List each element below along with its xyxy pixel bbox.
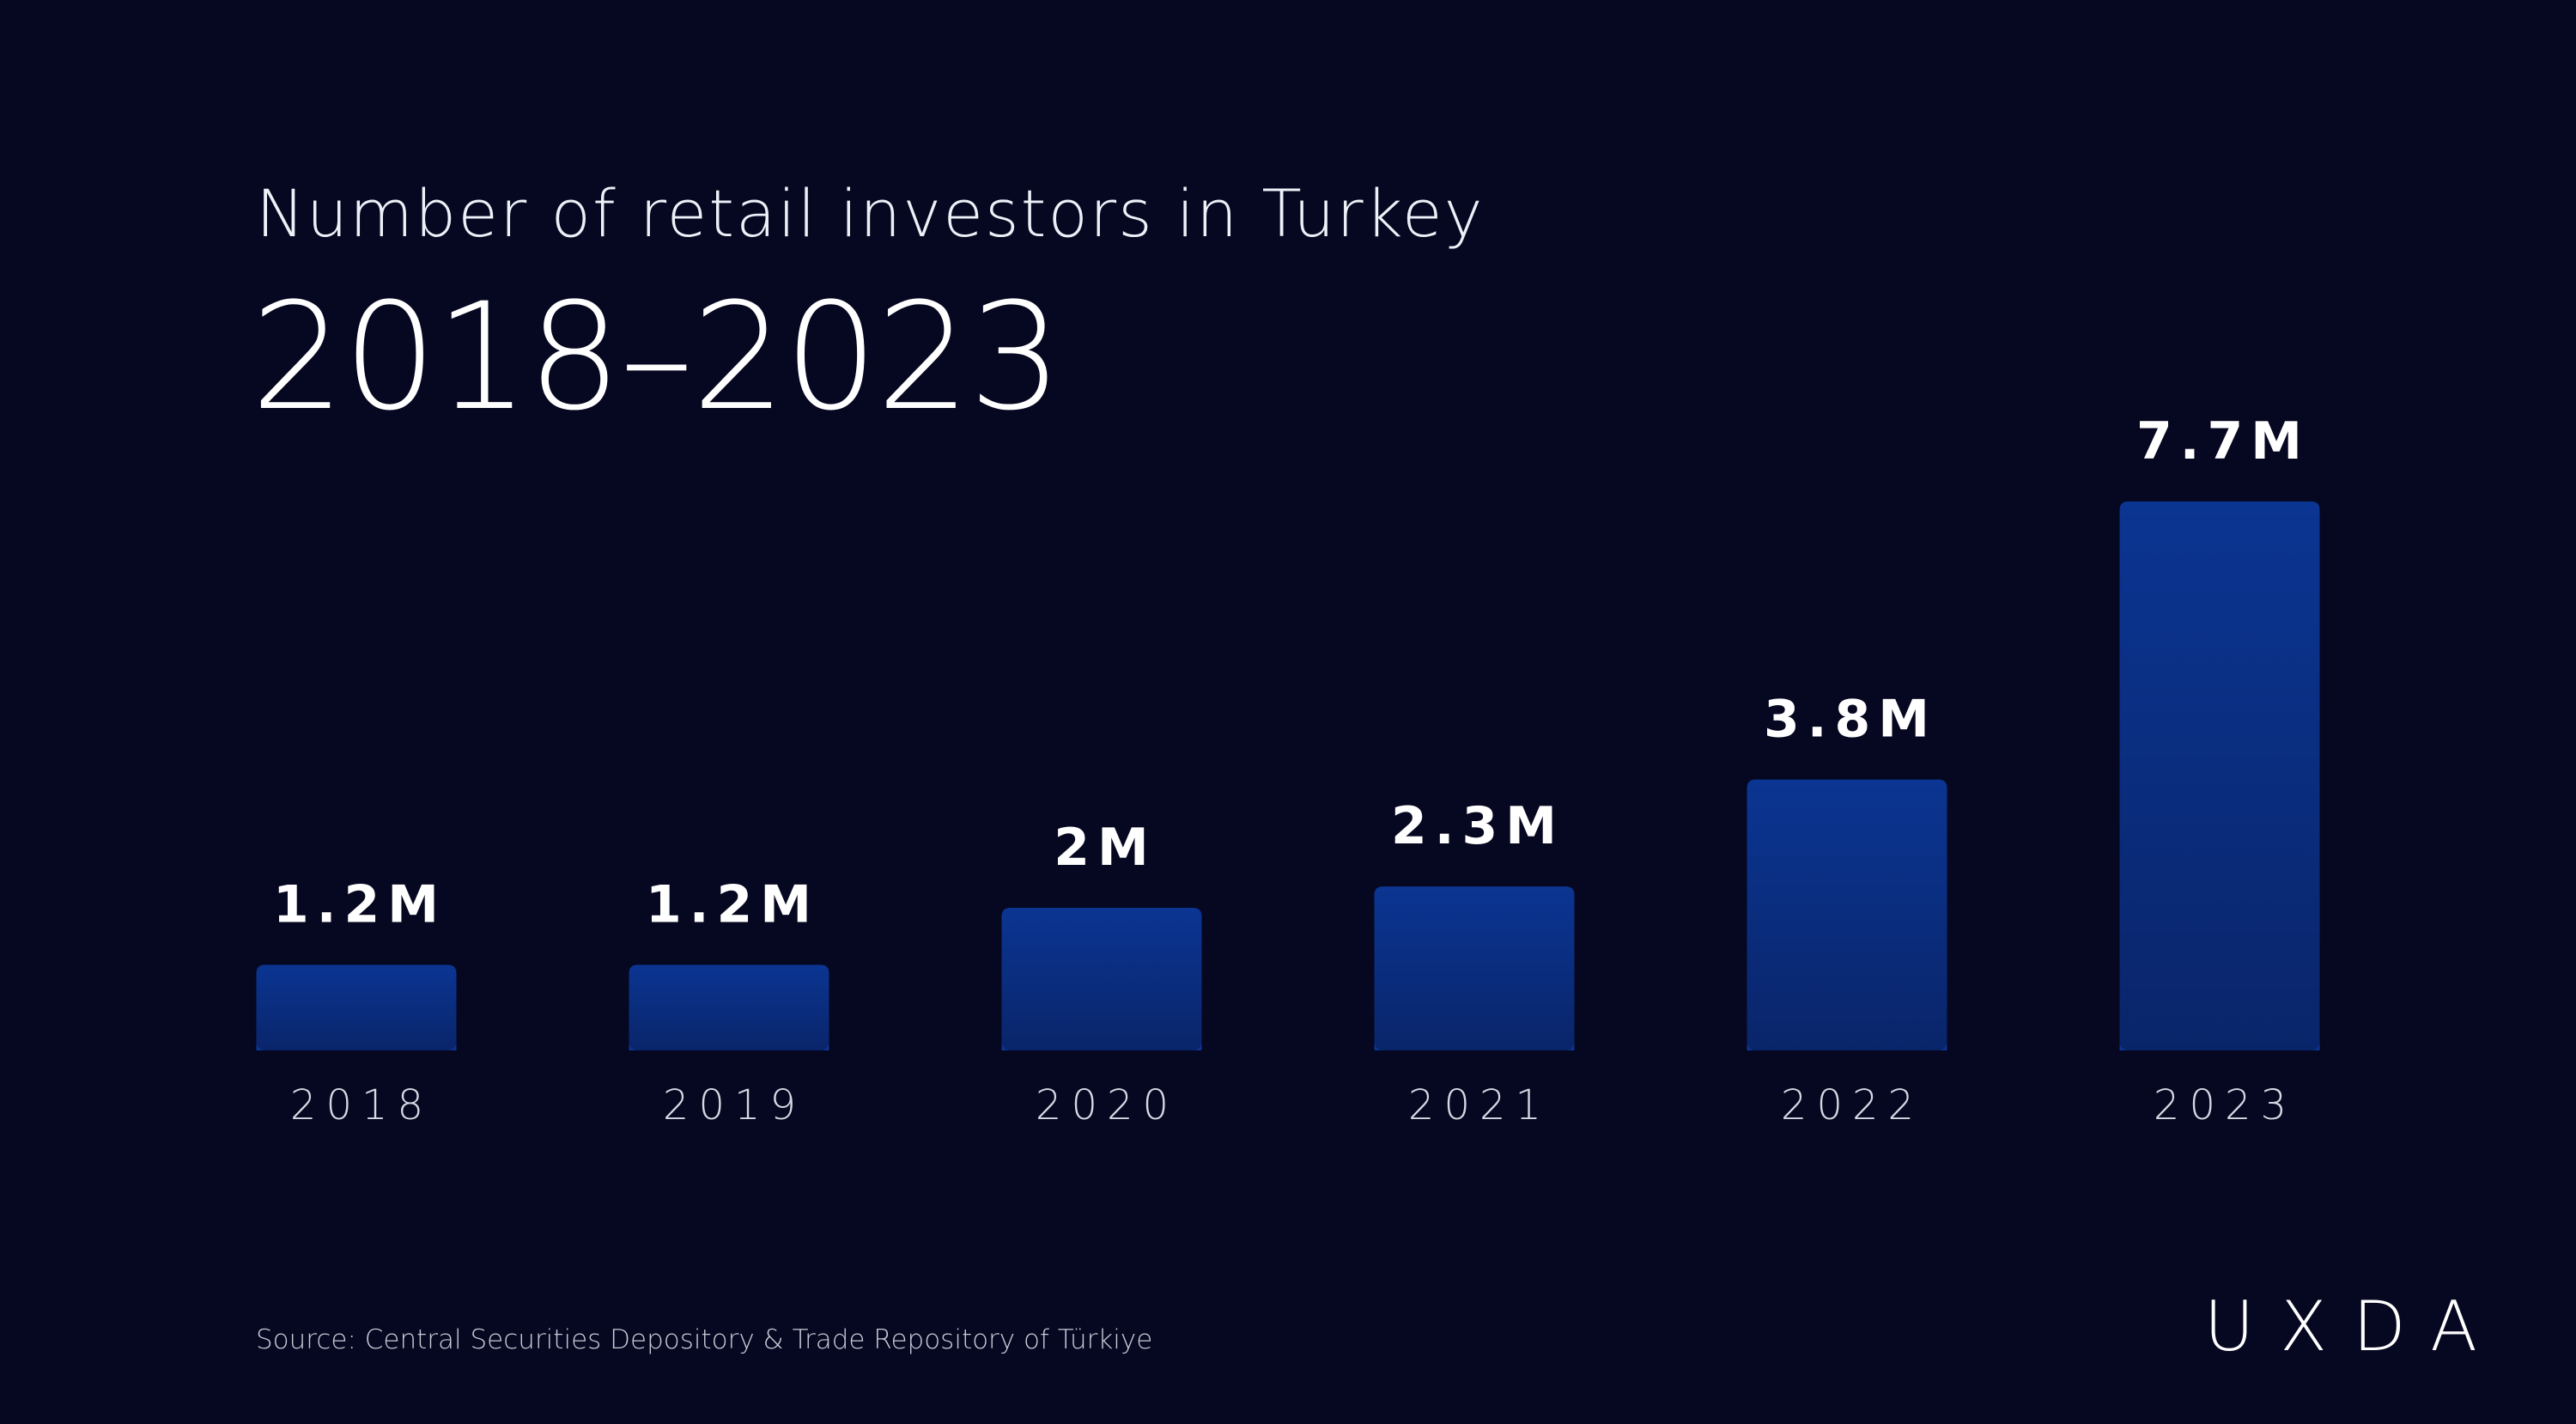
bar-shade <box>1374 886 1575 1050</box>
x-tick-label: 2018 <box>290 1081 433 1129</box>
value-label: 7.7M <box>2136 411 2310 472</box>
value-label: 1.2M <box>646 874 819 934</box>
value-label: 3.8M <box>1764 690 1937 750</box>
x-tick-label: 2020 <box>1036 1081 1178 1129</box>
value-label: 2.3M <box>1391 796 1564 856</box>
bar-shade <box>1001 908 1202 1050</box>
source-note: Source: Central Securities Depository & … <box>256 1324 1152 1355</box>
chart-title: Number of retail investors in Turkey <box>256 175 1485 252</box>
x-tick-label: 2019 <box>663 1081 805 1129</box>
bar-shade <box>1747 779 1947 1050</box>
chart-subtitle: 2018–2023 <box>251 271 1060 443</box>
bar-shade <box>2119 501 2320 1050</box>
x-tick-label: 2023 <box>2154 1081 2296 1129</box>
logo: UXDA <box>2204 1287 2503 1366</box>
value-label: 1.2M <box>273 874 447 934</box>
x-tick-label: 2022 <box>1781 1081 1923 1129</box>
bar-shade <box>256 965 457 1050</box>
value-label: 2M <box>1054 818 1156 878</box>
bar-shade <box>629 965 829 1050</box>
x-tick-label: 2021 <box>1408 1081 1551 1129</box>
